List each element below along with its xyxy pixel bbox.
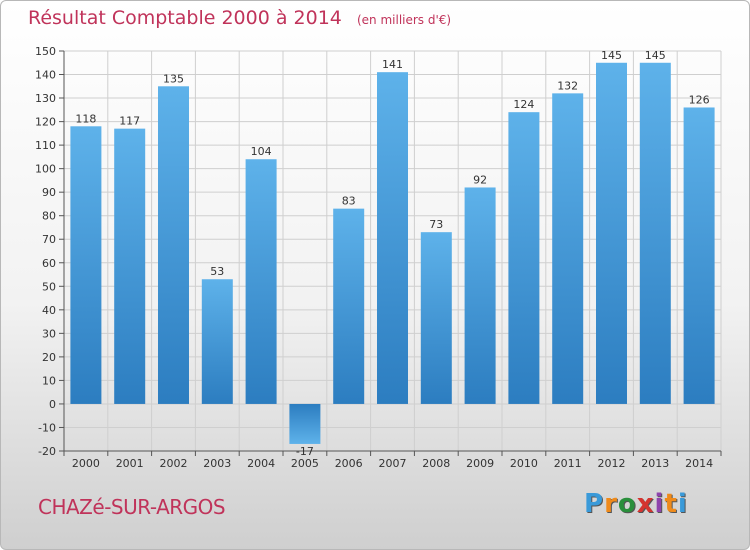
bar-2000	[70, 126, 102, 404]
x-tick-label: 2005	[291, 457, 319, 470]
x-tick-label: 2000	[72, 457, 100, 470]
value-label: 141	[382, 58, 403, 71]
y-tick-label: 30	[42, 327, 56, 340]
chart-subtitle: (en milliers d'€)	[356, 13, 452, 27]
x-tick-label: 2001	[116, 457, 144, 470]
y-tick-label: 50	[42, 280, 56, 293]
y-tick-label: 40	[42, 304, 56, 317]
axis-layer: -20 -10 0 10 20 30 40 50 60 70 80 90 100 110 120 130 140…	[35, 45, 722, 458]
y-tick-label: 100	[35, 163, 56, 176]
value-label: 117	[119, 115, 140, 128]
bar-2012	[596, 62, 627, 404]
bar-2011	[552, 93, 584, 404]
y-tick-label: -20	[38, 445, 56, 458]
logo-letter: i	[677, 489, 688, 519]
bar-2009	[464, 187, 496, 404]
value-label: 132	[557, 79, 578, 92]
bar-2010	[508, 112, 540, 404]
chart-title: Résultat Comptable 2000 à 2014	[28, 7, 342, 29]
x-tick-label: 2007	[379, 457, 407, 470]
bar-2014	[683, 107, 715, 404]
y-tick-label: 10	[42, 374, 56, 387]
logo-letter: o	[617, 489, 637, 519]
commune-name: CHAZé-SUR-ARGOS	[38, 495, 226, 519]
x-tick-label: 2008	[422, 457, 450, 470]
y-tick-label: 140	[35, 69, 56, 82]
bar-2001	[114, 128, 146, 404]
bar-2003	[201, 279, 233, 404]
bar-2005	[289, 403, 321, 444]
label-layer: 1182000117200113520025320031042004-17200…	[72, 49, 713, 470]
bar-2008	[420, 232, 452, 404]
y-tick-label: 80	[42, 210, 56, 223]
y-tick-label: 0	[49, 398, 56, 411]
x-tick-label: 2002	[160, 457, 188, 470]
bar-2002	[158, 86, 189, 404]
value-label: 126	[689, 93, 710, 106]
x-tick-label: 2003	[203, 457, 231, 470]
x-tick-label: 2010	[510, 457, 538, 470]
y-tick-label: 20	[42, 351, 56, 364]
bar-2004	[245, 159, 277, 404]
y-tick-label: 60	[42, 257, 56, 270]
value-label: -17	[296, 445, 314, 458]
value-label: 73	[429, 218, 443, 231]
bar-2006	[333, 208, 365, 404]
y-tick-label: 90	[42, 186, 56, 199]
y-tick-label: 120	[35, 116, 56, 129]
bar-layer	[70, 62, 715, 444]
y-tick-label: 110	[35, 139, 56, 152]
x-tick-label: 2009	[466, 457, 494, 470]
value-label: 145	[645, 49, 666, 62]
logo-letter: r	[604, 489, 618, 519]
value-label: 92	[473, 173, 487, 186]
logo-letter: t	[664, 489, 678, 519]
x-tick-label: 2012	[598, 457, 626, 470]
y-tick-label: 130	[35, 92, 56, 105]
y-tick-label: 150	[35, 45, 56, 58]
bar-2013	[639, 62, 671, 404]
y-tick-label: 70	[42, 233, 56, 246]
y-tick-label: -10	[38, 421, 56, 434]
x-tick-label: 2004	[247, 457, 275, 470]
value-label: 135	[163, 72, 184, 85]
value-label: 104	[251, 145, 272, 158]
logo-letter: i	[654, 489, 665, 519]
value-label: 124	[513, 98, 534, 111]
value-label: 53	[210, 265, 224, 278]
bar-2007	[377, 72, 408, 404]
title-row: Résultat Comptable 2000 à 2014 (en milli…	[28, 7, 451, 29]
x-tick-label: 2013	[641, 457, 669, 470]
x-tick-label: 2014	[685, 457, 713, 470]
logo-letter: P	[584, 489, 605, 519]
value-label: 145	[601, 49, 622, 62]
logo-letter: x	[636, 489, 655, 519]
x-tick-label: 2006	[335, 457, 363, 470]
proxiti-logo: Proxiti	[584, 489, 688, 519]
x-tick-label: 2011	[554, 457, 582, 470]
value-label: 83	[342, 195, 356, 208]
value-label: 118	[75, 112, 96, 125]
